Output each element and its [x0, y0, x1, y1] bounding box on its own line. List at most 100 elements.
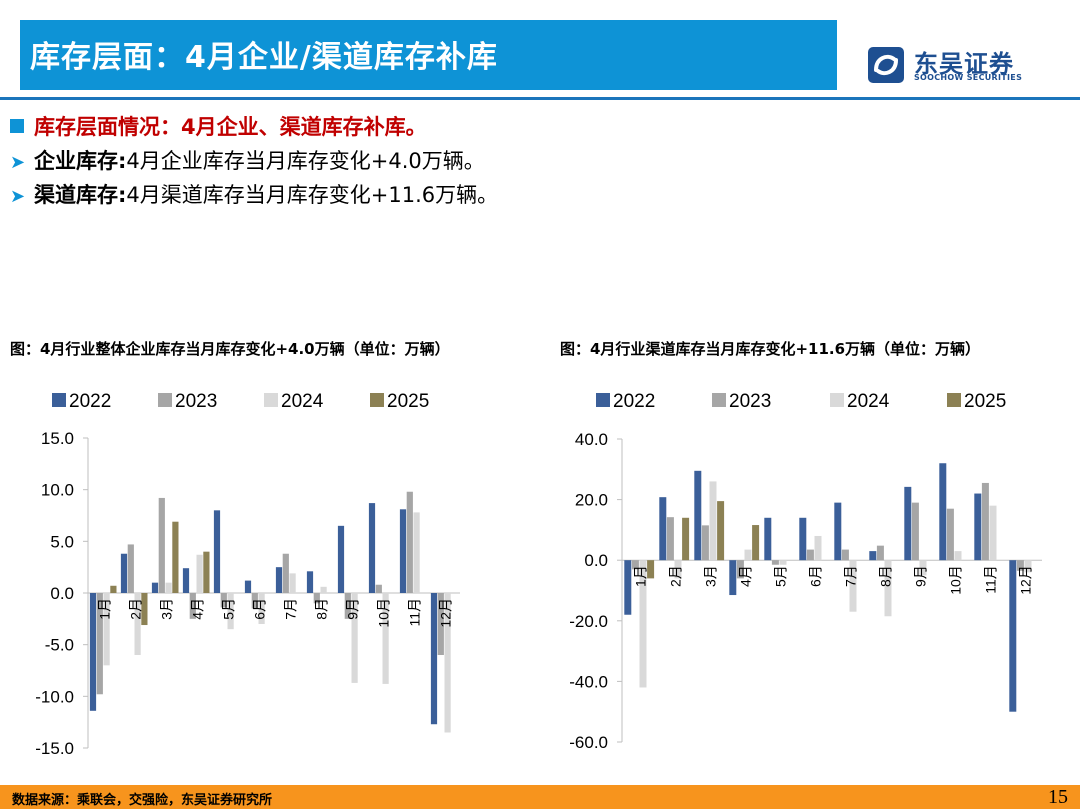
- page-number: 15: [1048, 786, 1068, 808]
- bar-2022-4月: [729, 560, 737, 596]
- y-tick-label: -10.0: [35, 687, 74, 706]
- bar-2022-6月: [244, 580, 252, 593]
- bar-2024-7月: [849, 560, 857, 612]
- bar-2022-4月: [182, 568, 190, 593]
- soochow-logo-icon: [868, 47, 904, 83]
- bar-2024-10月: [382, 593, 389, 684]
- legend-label-2024: 2024: [847, 391, 890, 412]
- bar-2024-9月: [351, 593, 358, 683]
- y-tick-label: 10.0: [41, 481, 74, 500]
- bullet-main-text: 库存层面情况：4月企业、渠道库存补库。: [34, 115, 427, 139]
- bullet-label: 渠道库存:: [34, 183, 127, 207]
- bar-2023-2月: [666, 517, 674, 561]
- bar-2023-5月: [771, 560, 779, 565]
- footer-bar: 数据来源：乘联会，交强险，东吴证券研究所 15: [0, 785, 1080, 809]
- bullet-label: 企业库存:: [34, 149, 127, 173]
- bar-2024-6月: [258, 593, 265, 624]
- bar-2023-1月: [96, 593, 103, 695]
- bar-2024-11月: [413, 512, 420, 593]
- enterprise-inventory-chart: 2022 2023 2024 2025 15.0 10.0 5.0 0.0 -5.0 -10.0 -…: [35, 391, 460, 758]
- legend-swatch-2023: [712, 393, 726, 407]
- bar-2024-10月: [954, 551, 962, 561]
- x-tick-label: 1月: [97, 598, 113, 620]
- bar-2024-4月: [196, 554, 203, 593]
- legend-label-2024: 2024: [281, 391, 324, 412]
- x-tick-label: 9月: [913, 565, 929, 587]
- y-tick-label: -5.0: [45, 636, 74, 655]
- legend-swatch-2023: [158, 393, 172, 407]
- bar-2024-12月: [1024, 560, 1032, 573]
- y-tick-label: 0.0: [584, 551, 608, 570]
- x-tick-label: 11月: [407, 598, 423, 627]
- legend-swatch-2025: [370, 393, 384, 407]
- x-tick-label: 10月: [948, 565, 964, 595]
- x-tick-label: 12月: [438, 598, 454, 628]
- legend-swatch-2025: [947, 393, 961, 407]
- legend-label-2022: 2022: [69, 391, 111, 412]
- x-tick-label: 4月: [738, 565, 754, 587]
- x-tick-label: 7月: [843, 565, 859, 587]
- bar-2023-6月: [806, 549, 814, 561]
- bar-2024-8月: [884, 560, 892, 617]
- bar-2022-11月: [974, 493, 982, 561]
- bar-2023-10月: [946, 508, 954, 561]
- bar-2023-8月: [876, 545, 884, 561]
- x-tick-label: 8月: [878, 565, 894, 587]
- bar-2025-4月: [752, 525, 760, 561]
- bar-2023-9月: [911, 502, 919, 561]
- channel-inventory-chart: 2022 2023 2024 2025 40.0 20.0 0.0 -20.0 -40.0 -60…: [569, 391, 1042, 752]
- x-tick-label: 12月: [1018, 565, 1034, 595]
- bullet-text: 4月企业库存当月库存变化+4.0万辆。: [126, 149, 485, 173]
- x-tick-label: 8月: [314, 598, 330, 620]
- bar-2022-9月: [904, 486, 912, 561]
- bar-2022-11月: [399, 509, 407, 593]
- bar-2024-1月: [103, 593, 110, 666]
- x-tick-label: 6月: [808, 565, 824, 587]
- bar-2024-7月: [289, 573, 296, 593]
- x-tick-label: 3月: [703, 565, 719, 587]
- bullet-main: 库存层面情况：4月企业、渠道库存补库。: [10, 111, 427, 141]
- legend-label-2023: 2023: [729, 391, 771, 412]
- square-bullet-icon: [10, 119, 24, 133]
- bar-2024-9月: [919, 560, 927, 576]
- bar-2022-12月: [1009, 560, 1017, 712]
- x-tick-label: 2月: [668, 565, 684, 587]
- legend-swatch-2022: [596, 393, 610, 407]
- bar-2024-1月: [639, 560, 647, 688]
- legend-swatch-2022: [52, 393, 66, 407]
- legend-label-2022: 2022: [613, 391, 655, 412]
- bar-2024-12月: [444, 593, 451, 733]
- bullet-enterprise-inventory: ➤ 企业库存:4月企业库存当月库存变化+4.0万辆。: [10, 145, 485, 175]
- x-tick-label: 5月: [773, 565, 789, 587]
- y-tick-label: 5.0: [50, 532, 74, 551]
- x-tick-label: 11月: [983, 565, 999, 594]
- bar-2022-1月: [624, 560, 632, 615]
- bar-2025-1月: [647, 560, 655, 579]
- bar-2023-12月: [1016, 560, 1024, 571]
- brand-name-cn: 东吴证券: [914, 50, 1014, 78]
- bar-2022-3月: [151, 582, 159, 593]
- legend-label-2025: 2025: [964, 391, 1006, 412]
- data-source: 数据来源：乘联会，交强险，东吴证券研究所: [12, 793, 273, 808]
- bullet-channel-inventory: ➤ 渠道库存:4月渠道库存当月库存变化+11.6万辆。: [10, 179, 498, 209]
- y-tick-label: -60.0: [569, 733, 608, 752]
- arrow-right-icon: ➤: [10, 152, 26, 173]
- bar-2022-1月: [89, 593, 97, 711]
- bar-2022-5月: [213, 510, 221, 593]
- legend-label-2023: 2023: [175, 391, 217, 412]
- bar-2022-2月: [120, 553, 128, 593]
- bar-2024-2月: [674, 560, 682, 579]
- x-tick-label: 10月: [376, 598, 392, 628]
- bar-2024-4月: [744, 549, 752, 561]
- bar-2023-3月: [701, 525, 709, 561]
- bar-2023-7月: [841, 549, 849, 561]
- bar-2024-5月: [227, 593, 234, 630]
- bullet-text: 4月渠道库存当月库存变化+11.6万辆。: [126, 183, 499, 207]
- bar-2023-1月: [631, 560, 639, 570]
- bar-2025-3月: [717, 501, 725, 561]
- bar-2023-6月: [251, 593, 258, 609]
- bar-2025-3月: [172, 521, 179, 593]
- chart-title-right: 图：4月行业渠道库存当月库存变化+11.6万辆（单位：万辆）: [560, 340, 981, 358]
- bar-2022-12月: [430, 593, 438, 725]
- x-tick-label: 3月: [159, 598, 175, 620]
